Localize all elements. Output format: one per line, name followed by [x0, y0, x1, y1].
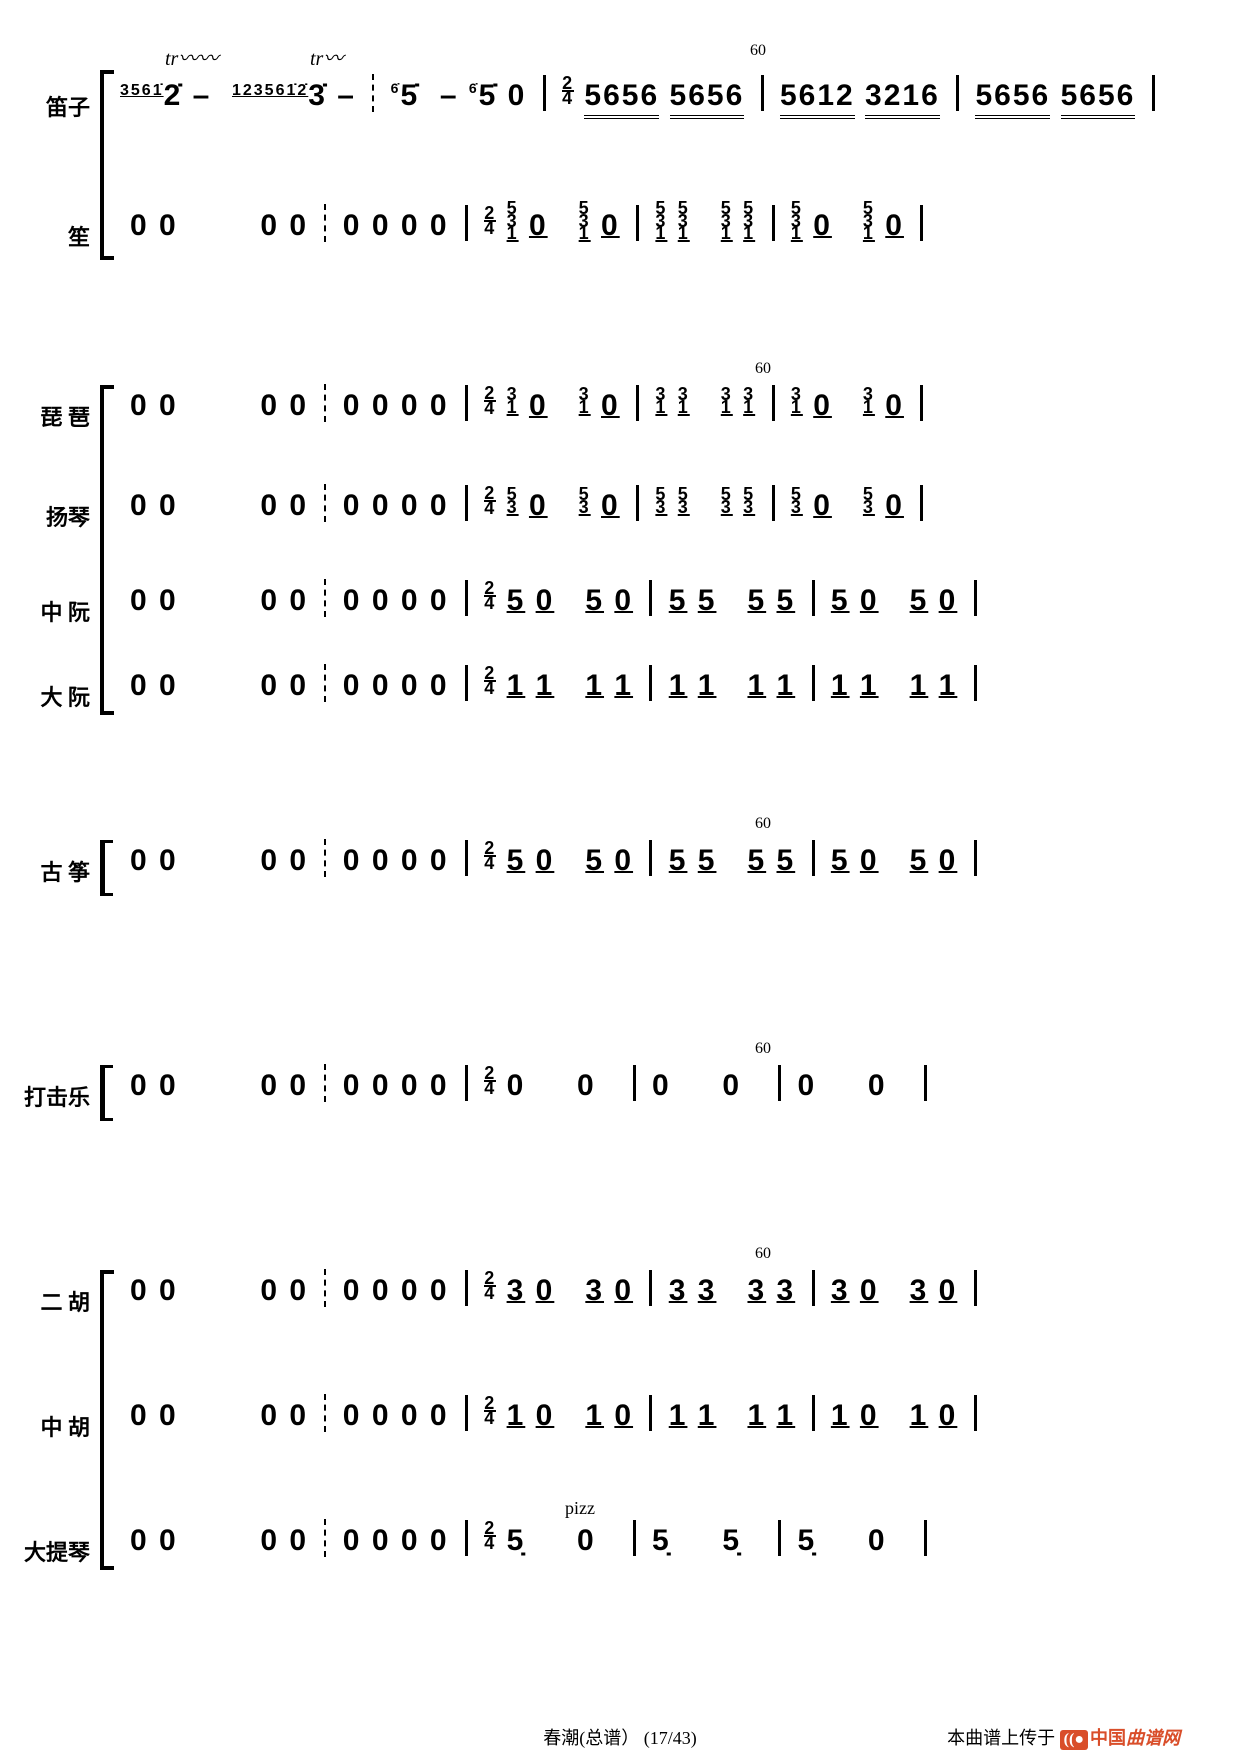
- row-yangqin: 0 0 0 0 0 0 0 0 24 53 0 53 0 53 53 53 53…: [130, 488, 929, 526]
- row-percussion: 0 0 0 0 0 0 0 0 24 0 0 0 0 0 0: [130, 1068, 933, 1106]
- bracket-strings: [100, 1270, 104, 1570]
- footer-title: 春潮(总谱） (17/43): [543, 1724, 696, 1750]
- label-pipa: 琵 琶: [20, 400, 90, 432]
- row-zhonghu: 0 0 0 0 0 0 0 0 24 1 0 1 0 1 1 1 1 1 0 1…: [130, 1398, 983, 1436]
- row-erhu: 0 0 0 0 0 0 0 0 24 3 0 3 0 3 3 3 3 3 0 3…: [130, 1273, 983, 1311]
- label-zhonghu: 中 胡: [20, 1410, 90, 1442]
- score-page: 笛子 笙 琵 琶 扬琴 中 阮 大 阮 古 筝 打击乐 二 胡 中 胡 大提琴 …: [0, 0, 1240, 1754]
- row-pipa: 0 0 0 0 0 0 0 0 24 31 0 31 0 31 31 31 31…: [130, 388, 929, 426]
- grace-notes-2: 123561̇2̇: [232, 82, 308, 100]
- label-sheng: 笙: [20, 220, 90, 252]
- trill-mark-2: tr〰: [310, 42, 343, 71]
- pizz-label: pizz: [565, 1498, 595, 1519]
- label-daruan: 大 阮: [20, 680, 90, 712]
- label-erhu: 二 胡: [20, 1285, 90, 1317]
- row-daruan: 0 0 0 0 0 0 0 0 24 1 1 1 1 1 1 1 1 1 1 1…: [130, 668, 983, 706]
- label-yangqin: 扬琴: [20, 500, 90, 532]
- measure-num-pipa: 60: [755, 360, 771, 378]
- label-guzheng: 古 筝: [20, 855, 90, 887]
- grace-notes-1: 3561̇: [120, 82, 164, 100]
- footer-attribution: 本曲谱上传于 ((●中国曲谱网: [947, 1724, 1180, 1750]
- row-cello: 0 0 0 0 0 0 0 0 24 5̣ 0 5̣ 5̣ 5̣ 0: [130, 1523, 933, 1561]
- row-sheng: 0 0 0 0 0 0 0 0 24 531 0 531 0 531 531 5…: [130, 208, 929, 246]
- time-sig: 24: [562, 77, 574, 104]
- label-daji: 打击乐: [20, 1080, 90, 1112]
- trill-mark-1: tr〰〰: [165, 42, 218, 71]
- measure-num-daji: 60: [755, 1040, 771, 1058]
- row-guzheng: 0 0 0 0 0 0 0 0 24 5 0 5 0 5 5 5 5 5 0 5…: [130, 843, 983, 881]
- label-zhongruan: 中 阮: [20, 595, 90, 627]
- bracket-plucked: [100, 385, 104, 715]
- label-dizi: 笛子: [20, 90, 90, 122]
- bracket-guzheng: [100, 840, 113, 896]
- measure-num-erhu: 60: [755, 1245, 771, 1263]
- measure-num-guzheng: 60: [755, 815, 771, 833]
- bracket-percussion: [100, 1065, 113, 1121]
- row-dizi: 3561̇2̇ – 123561̇2̇3̇ – 6̇5̇ – 6̇5̇ 0 24…: [120, 78, 1161, 119]
- brand-logo-icon: ((●: [1060, 1730, 1088, 1750]
- row-zhongruan: 0 0 0 0 0 0 0 0 24 5 0 5 0 5 5 5 5 5 0 5…: [130, 583, 983, 621]
- bracket-winds: [100, 70, 104, 260]
- label-cello: 大提琴: [20, 1535, 90, 1567]
- measure-num-dizi: 60: [750, 42, 766, 60]
